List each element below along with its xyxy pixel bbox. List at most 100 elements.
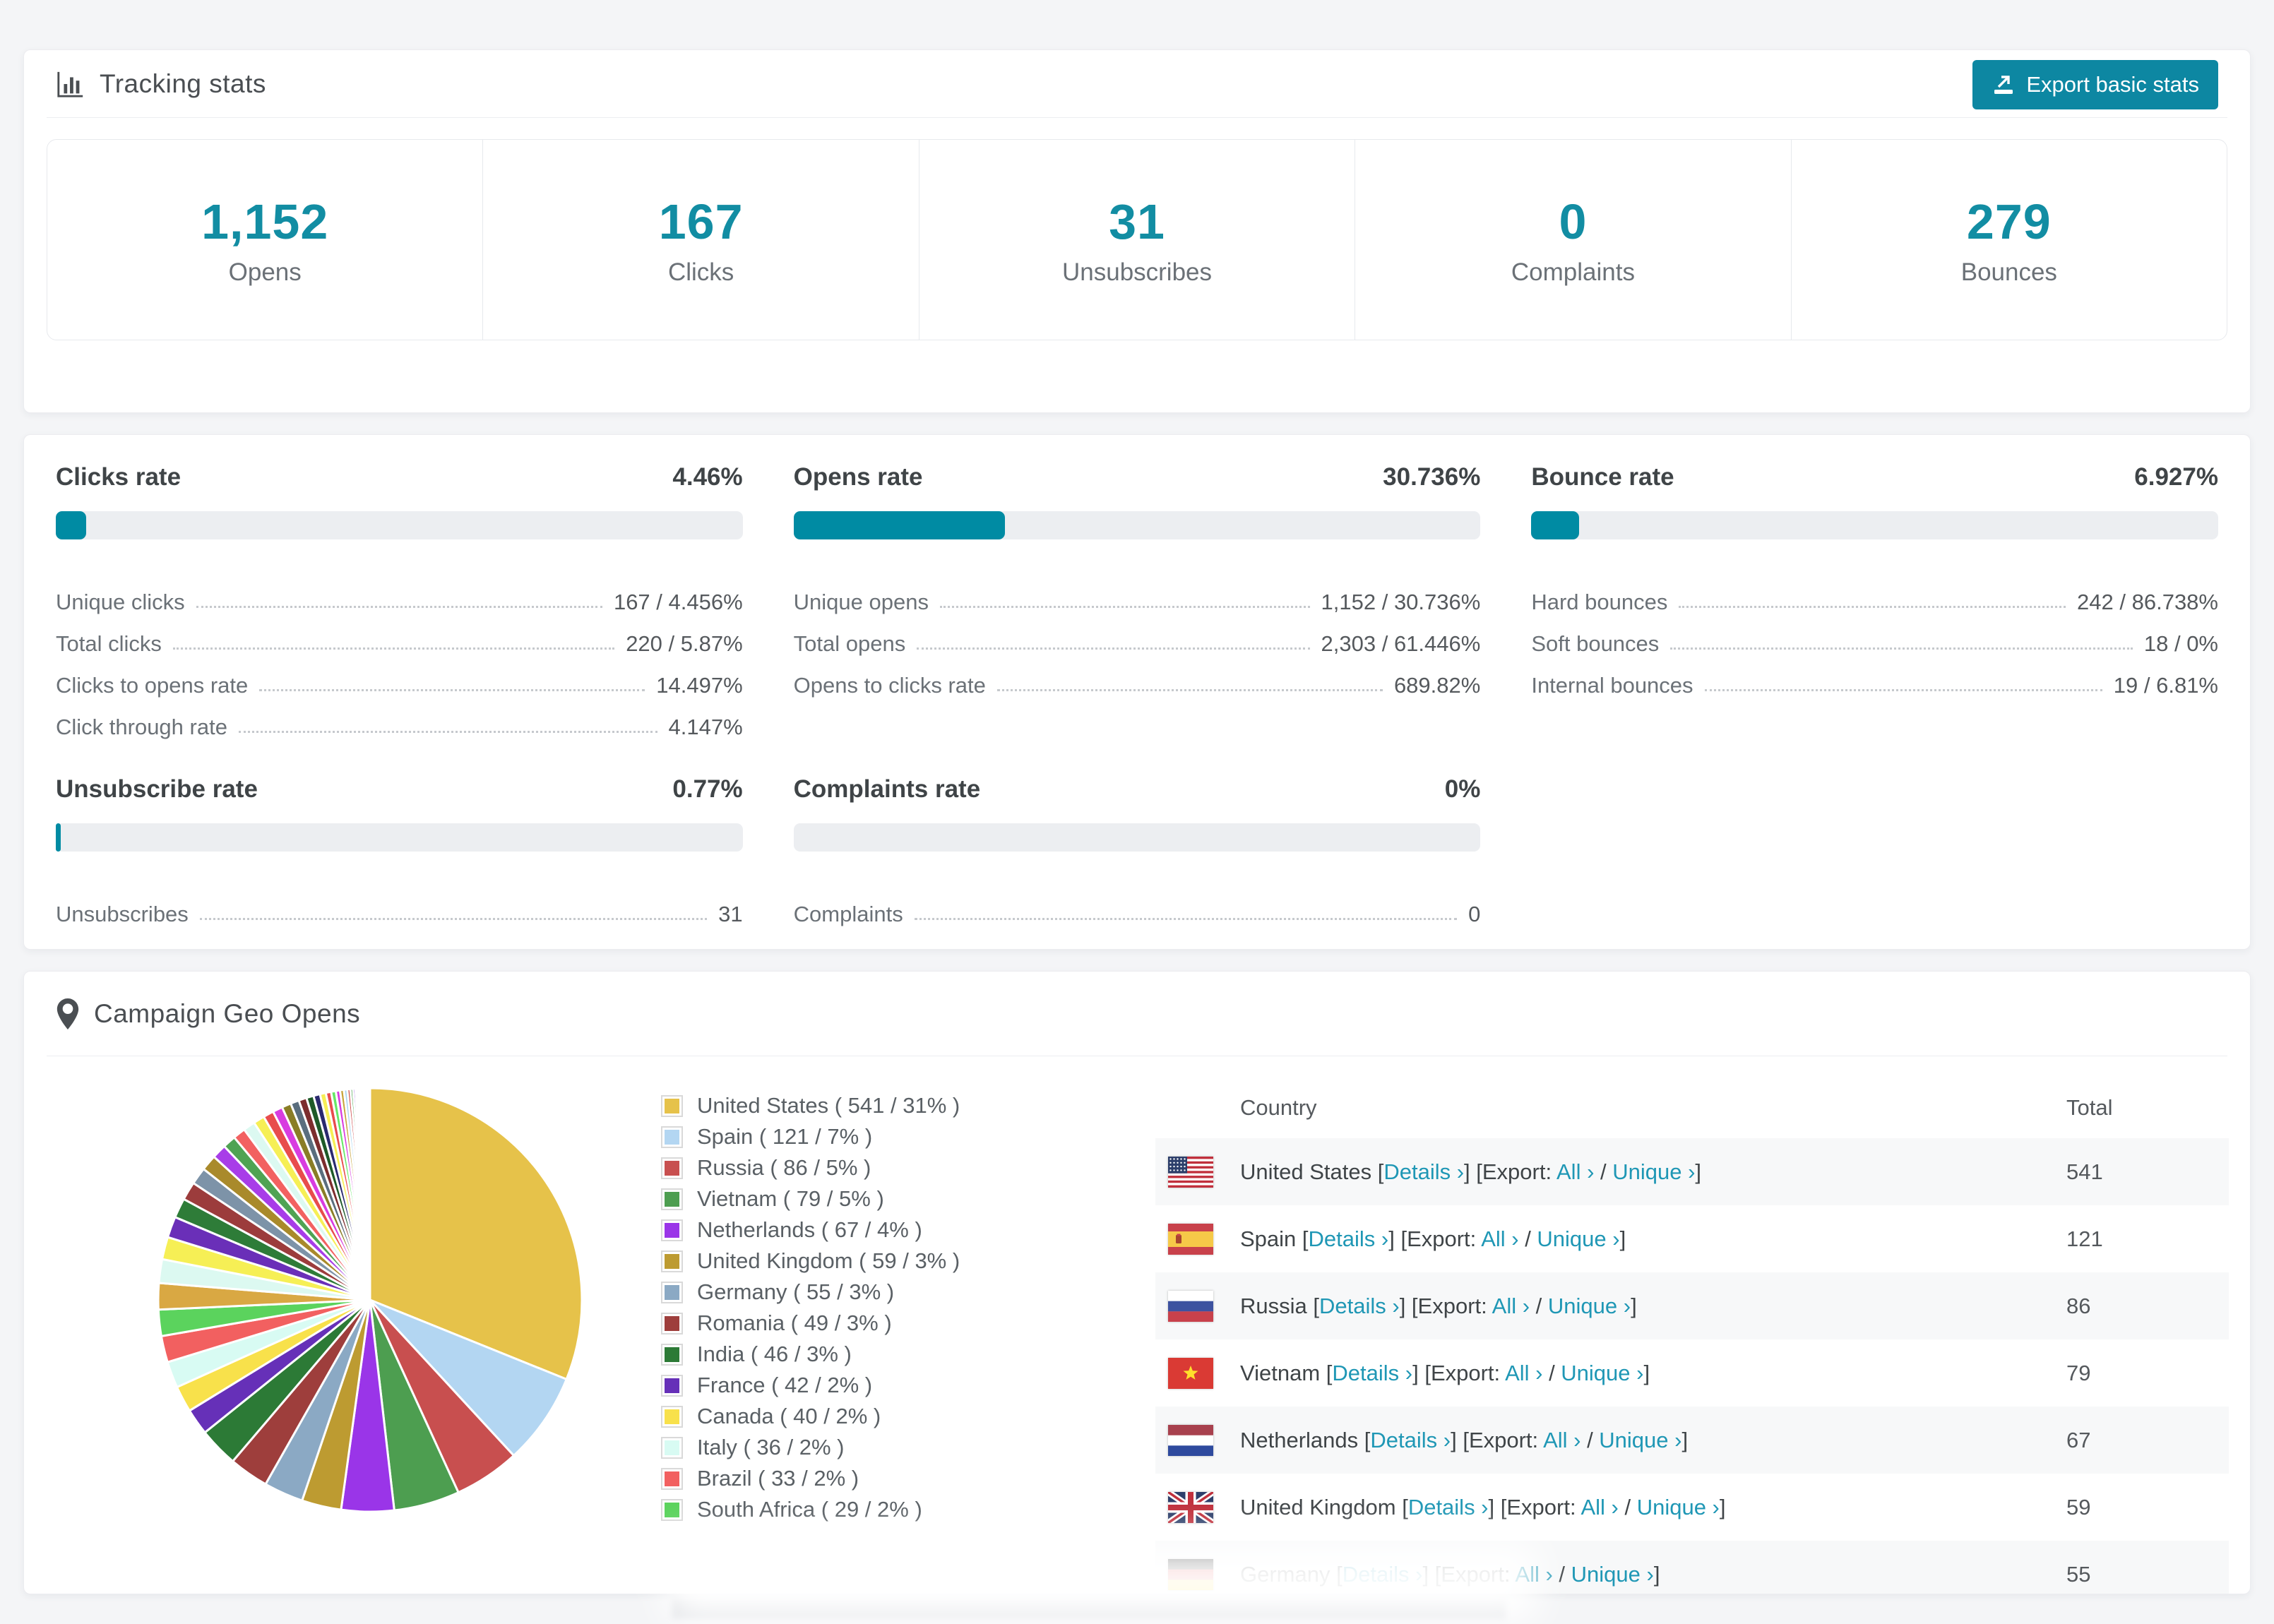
export-all-link[interactable]: All › xyxy=(1556,1159,1594,1184)
export-all-link[interactable]: All › xyxy=(1492,1294,1530,1318)
details-link[interactable]: Details › xyxy=(1383,1159,1464,1184)
legend-item[interactable]: Brazil ( 33 / 2% ) xyxy=(661,1463,960,1494)
export-prefix: ] [Export: xyxy=(1489,1495,1581,1519)
legend-item[interactable]: Romania ( 49 / 3% ) xyxy=(661,1308,960,1339)
summary-label: Clicks xyxy=(668,258,734,287)
export-all-link[interactable]: All › xyxy=(1581,1495,1618,1519)
table-row: United Kingdom [Details ›] [Export: All … xyxy=(1155,1474,2229,1541)
dotted-leader xyxy=(196,606,602,608)
link-separator: / xyxy=(1530,1294,1548,1318)
export-basic-stats-button[interactable]: Export basic stats xyxy=(1972,60,2218,109)
link-separator: / xyxy=(1594,1159,1612,1184)
export-unique-link[interactable]: Unique › xyxy=(1548,1294,1631,1318)
country-name: United Kingdom xyxy=(1240,1495,1402,1519)
rate-progress-fill xyxy=(1531,511,1578,539)
legend-item[interactable]: France ( 42 / 2% ) xyxy=(661,1370,960,1401)
country-cell: United Kingdom [Details ›] [Export: All … xyxy=(1155,1495,2066,1520)
country-column-header: Country xyxy=(1155,1095,2066,1121)
export-unique-link[interactable]: Unique › xyxy=(1537,1226,1619,1251)
details-link[interactable]: Details › xyxy=(1319,1294,1400,1318)
rate-progress-bar xyxy=(794,511,1481,539)
legend-label: South Africa ( 29 / 2% ) xyxy=(697,1497,922,1522)
legend-item[interactable]: Netherlands ( 67 / 4% ) xyxy=(661,1214,960,1246)
rate-detail-label: Total clicks xyxy=(56,631,162,658)
details-link[interactable]: Details › xyxy=(1332,1361,1412,1385)
export-unique-link[interactable]: Unique › xyxy=(1561,1361,1643,1385)
rate-value: 0.77% xyxy=(672,775,742,804)
rate-detail-label: Total opens xyxy=(794,631,906,658)
legend-swatch xyxy=(661,1313,683,1335)
rate-detail-value: 14.497% xyxy=(656,673,742,700)
rate-value: 0% xyxy=(1445,775,1481,804)
legend-item[interactable]: United Kingdom ( 59 / 3% ) xyxy=(661,1246,960,1277)
geo-pie-chart[interactable] xyxy=(130,1060,610,1540)
bracket: ] xyxy=(1620,1226,1626,1251)
bracket: ] xyxy=(1695,1159,1701,1184)
export-unique-link[interactable]: Unique › xyxy=(1571,1562,1654,1587)
export-unique-link[interactable]: Unique › xyxy=(1637,1495,1720,1519)
export-prefix: ] [Export: xyxy=(1451,1428,1543,1452)
rate-detail-label: Opens to clicks rate xyxy=(794,673,986,700)
legend-item[interactable]: United States ( 541 / 31% ) xyxy=(661,1090,960,1121)
rate-value: 4.46% xyxy=(672,463,742,491)
rate-detail-value: 689.82% xyxy=(1394,673,1480,700)
rate-detail-label: Unsubscribes xyxy=(56,902,189,929)
rate-progress-bar xyxy=(1531,511,2218,539)
link-separator: / xyxy=(1553,1562,1571,1587)
legend-swatch xyxy=(661,1188,683,1210)
link-separator: / xyxy=(1519,1226,1537,1251)
bracket: ] xyxy=(1631,1294,1637,1318)
legend-item[interactable]: Germany ( 55 / 3% ) xyxy=(661,1277,960,1308)
legend-item[interactable]: India ( 46 / 3% ) xyxy=(661,1339,960,1370)
rate-detail-value: 2,303 / 61.446% xyxy=(1321,631,1481,658)
bottom-white-blur xyxy=(664,1539,1540,1624)
total-cell: 55 xyxy=(2066,1562,2229,1587)
details-link[interactable]: Details › xyxy=(1370,1428,1451,1452)
country-cell: Netherlands [Details ›] [Export: All › /… xyxy=(1155,1428,2066,1453)
dotted-leader xyxy=(173,647,614,650)
summary-label: Unsubscribes xyxy=(1062,258,1212,287)
legend-item[interactable]: Russia ( 86 / 5% ) xyxy=(661,1152,960,1183)
export-icon xyxy=(1992,73,2016,97)
rate-detail-value: 18 / 0% xyxy=(2144,631,2218,658)
dotted-leader xyxy=(940,606,1310,608)
rate-detail-value: 220 / 5.87% xyxy=(626,631,742,658)
table-row: Netherlands [Details ›] [Export: All › /… xyxy=(1155,1407,2229,1474)
export-all-link[interactable]: All › xyxy=(1543,1428,1581,1452)
bracket: [ xyxy=(1402,1495,1408,1519)
legend-item[interactable]: Spain ( 121 / 7% ) xyxy=(661,1121,960,1152)
dotted-leader xyxy=(915,918,1457,920)
link-separator: / xyxy=(1581,1428,1599,1452)
legend-item[interactable]: South Africa ( 29 / 2% ) xyxy=(661,1494,960,1525)
legend-item[interactable]: Vietnam ( 79 / 5% ) xyxy=(661,1183,960,1214)
legend-item[interactable]: Canada ( 40 / 2% ) xyxy=(661,1401,960,1432)
dotted-leader xyxy=(1670,647,2133,650)
export-all-link[interactable]: All › xyxy=(1505,1361,1542,1385)
details-link[interactable]: Details › xyxy=(1309,1226,1389,1251)
export-all-link[interactable]: All › xyxy=(1481,1226,1518,1251)
country-cell: Vietnam [Details ›] [Export: All › / Uni… xyxy=(1155,1361,2066,1386)
export-unique-link[interactable]: Unique › xyxy=(1599,1428,1681,1452)
country-flag-nl xyxy=(1168,1425,1213,1456)
table-header-row: Country Total xyxy=(1155,1077,2229,1138)
summary-value: 0 xyxy=(1559,193,1587,250)
legend-label: United States ( 541 / 31% ) xyxy=(697,1093,960,1118)
total-cell: 67 xyxy=(2066,1428,2229,1453)
legend-item[interactable]: Italy ( 36 / 2% ) xyxy=(661,1432,960,1463)
geo-country-table: Country Total United States [Details ›] … xyxy=(1155,1077,2229,1594)
rate-detail-label: Hard bounces xyxy=(1531,590,1667,616)
rate-title: Bounce rate xyxy=(1531,463,1674,491)
rate-value: 6.927% xyxy=(2134,463,2218,491)
export-unique-link[interactable]: Unique › xyxy=(1612,1159,1695,1184)
details-link[interactable]: Details › xyxy=(1408,1495,1489,1519)
